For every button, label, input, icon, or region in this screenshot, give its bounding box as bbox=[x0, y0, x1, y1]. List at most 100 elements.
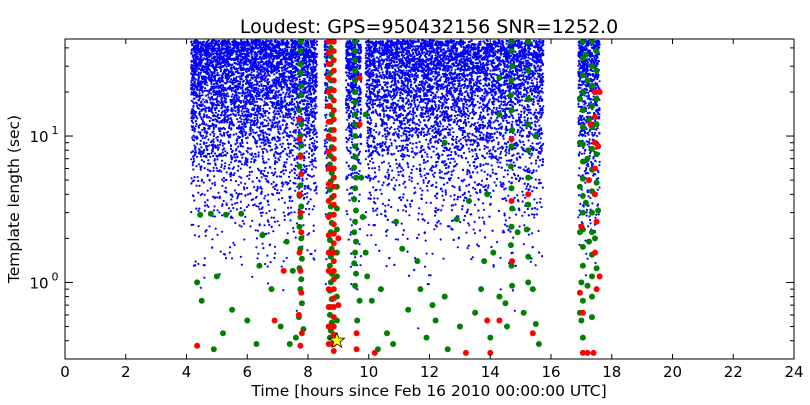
blue-trigger-point bbox=[306, 185, 310, 188]
blue-trigger-point bbox=[290, 46, 293, 49]
blue-trigger-point bbox=[214, 111, 217, 114]
blue-trigger-point bbox=[293, 85, 296, 88]
blue-trigger-point bbox=[285, 52, 288, 56]
blue-trigger-point bbox=[215, 81, 218, 84]
blue-trigger-point bbox=[282, 289, 285, 292]
blue-trigger-point bbox=[287, 146, 290, 149]
blue-trigger-point bbox=[223, 51, 226, 55]
blue-trigger-point bbox=[276, 125, 279, 128]
blue-trigger-point bbox=[266, 137, 269, 140]
blue-trigger-point bbox=[295, 123, 298, 126]
blue-trigger-point bbox=[286, 83, 289, 86]
blue-trigger-point bbox=[221, 39, 224, 42]
blue-trigger-point bbox=[259, 55, 262, 58]
blue-trigger-point bbox=[242, 79, 245, 82]
blue-trigger-point bbox=[285, 63, 288, 66]
blue-trigger-point bbox=[259, 52, 262, 55]
blue-trigger-point bbox=[262, 160, 265, 163]
blue-trigger-point bbox=[206, 76, 210, 80]
blue-trigger-point bbox=[257, 87, 260, 90]
blue-trigger-point bbox=[198, 85, 201, 88]
blue-trigger-point bbox=[304, 99, 307, 102]
blue-trigger-point bbox=[204, 123, 208, 126]
blue-trigger-point bbox=[197, 225, 200, 228]
blue-trigger-point bbox=[279, 143, 282, 146]
blue-trigger-point bbox=[223, 63, 226, 67]
blue-trigger-point bbox=[292, 103, 295, 106]
blue-trigger-point bbox=[224, 105, 227, 108]
blue-trigger-point bbox=[277, 77, 280, 80]
blue-trigger-point bbox=[235, 47, 238, 50]
blue-trigger-point bbox=[301, 190, 304, 193]
blue-trigger-point bbox=[270, 48, 273, 51]
blue-trigger-point bbox=[274, 112, 277, 115]
blue-trigger-point bbox=[280, 54, 283, 57]
blue-trigger-point bbox=[236, 141, 239, 144]
blue-trigger-point bbox=[360, 108, 363, 111]
blue-trigger-point bbox=[273, 84, 276, 87]
blue-trigger-point bbox=[296, 146, 299, 150]
blue-trigger-point bbox=[263, 147, 266, 150]
blue-trigger-point bbox=[190, 49, 193, 52]
blue-trigger-point bbox=[276, 110, 279, 113]
blue-trigger-point bbox=[191, 136, 194, 139]
blue-trigger-point bbox=[280, 96, 283, 99]
blue-trigger-point bbox=[207, 162, 210, 165]
blue-trigger-point bbox=[215, 146, 218, 149]
blue-trigger-point bbox=[291, 97, 294, 101]
blue-trigger-point bbox=[289, 90, 292, 93]
blue-trigger-point bbox=[259, 46, 263, 49]
blue-trigger-point bbox=[192, 179, 196, 182]
blue-trigger-point bbox=[196, 46, 199, 49]
blue-trigger-point bbox=[254, 138, 257, 141]
blue-trigger-point bbox=[191, 112, 194, 115]
blue-trigger-point bbox=[235, 192, 238, 195]
blue-trigger-point bbox=[302, 159, 306, 162]
blue-trigger-point bbox=[204, 75, 207, 78]
blue-trigger-point bbox=[245, 116, 248, 119]
blue-trigger-point bbox=[229, 133, 232, 136]
blue-trigger-point bbox=[190, 72, 193, 75]
blue-trigger-point bbox=[203, 105, 206, 108]
blue-trigger-point bbox=[275, 87, 278, 90]
blue-trigger-point bbox=[210, 152, 213, 155]
blue-trigger-point bbox=[229, 210, 232, 213]
blue-trigger-point bbox=[271, 69, 274, 72]
blue-trigger-point bbox=[201, 91, 204, 94]
blue-trigger-point bbox=[276, 42, 279, 46]
blue-trigger-point bbox=[256, 106, 259, 110]
blue-trigger-point bbox=[199, 168, 202, 171]
blue-trigger-point bbox=[190, 211, 193, 214]
blue-trigger-point bbox=[255, 123, 258, 126]
blue-trigger-point bbox=[311, 51, 314, 55]
blue-trigger-point bbox=[266, 171, 270, 174]
blue-trigger-point bbox=[284, 100, 287, 103]
blue-trigger-point bbox=[231, 51, 234, 54]
blue-trigger-point bbox=[238, 175, 241, 178]
blue-trigger-point bbox=[298, 78, 301, 81]
blue-trigger-point bbox=[284, 165, 287, 169]
blue-trigger-point bbox=[243, 188, 246, 191]
blue-trigger-point bbox=[269, 145, 272, 148]
blue-trigger-point bbox=[279, 81, 282, 84]
blue-trigger-point bbox=[284, 67, 287, 70]
blue-trigger-point bbox=[280, 102, 283, 105]
blue-trigger-point bbox=[308, 213, 311, 216]
blue-trigger-point bbox=[313, 159, 316, 162]
blue-trigger-point bbox=[208, 162, 212, 165]
blue-trigger-point bbox=[263, 84, 266, 87]
blue-trigger-point bbox=[270, 225, 273, 228]
blue-trigger-point bbox=[270, 43, 273, 46]
blue-trigger-point bbox=[193, 50, 196, 53]
blue-trigger-point bbox=[255, 67, 258, 71]
blue-trigger-point bbox=[289, 142, 292, 145]
blue-trigger-point bbox=[305, 177, 308, 180]
blue-trigger-point bbox=[258, 208, 261, 211]
blue-trigger-point bbox=[303, 165, 306, 168]
blue-trigger-point bbox=[227, 40, 230, 43]
blue-trigger-point bbox=[247, 89, 251, 92]
blue-trigger-point bbox=[301, 177, 304, 180]
blue-trigger-point bbox=[203, 209, 206, 212]
blue-trigger-point bbox=[207, 64, 210, 67]
blue-trigger-point bbox=[224, 88, 227, 91]
